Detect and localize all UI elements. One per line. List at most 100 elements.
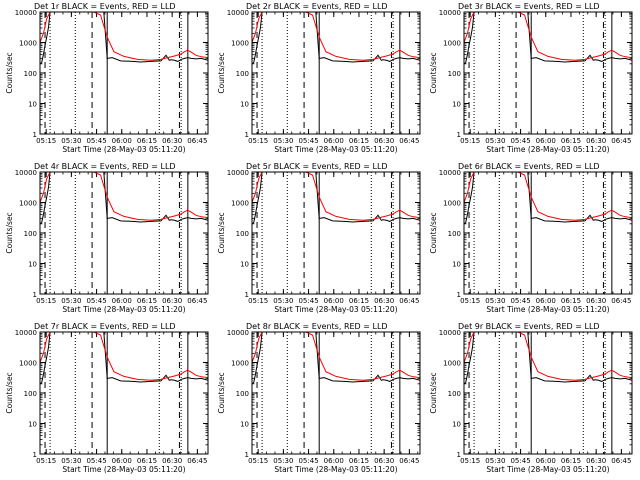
y-tick-label: 1	[457, 291, 461, 299]
panel-det-8r: Det 8r BLACK = Events, RED = LLD 1 10 100 10…	[217, 322, 421, 474]
x-tick-label: 06:30	[162, 297, 182, 305]
panel-title: Det 1r BLACK = Events, RED = LLD	[34, 2, 176, 11]
x-tick-label: 05:30	[61, 137, 81, 145]
x-tick-label: 06:30	[374, 297, 394, 305]
y-tick-label: 100	[236, 70, 249, 78]
x-tick-label: 05:15	[460, 297, 480, 305]
panel-title: Det 6r BLACK = Events, RED = LLD	[458, 162, 600, 171]
x-tick-label: 06:30	[586, 457, 606, 465]
panel-frame	[463, 331, 633, 455]
y-tick-label: 1	[245, 451, 249, 459]
lld-series-line	[40, 172, 208, 221]
x-tick-label: 05:30	[61, 457, 81, 465]
y-tick-label: 100	[448, 390, 461, 398]
y-tick-label: 1000	[19, 40, 37, 48]
y-tick-label: 10000	[439, 329, 461, 337]
x-tick-label: 06:00	[112, 457, 132, 465]
x-tick-label: 06:30	[586, 297, 606, 305]
panel-data	[464, 332, 632, 454]
y-tick-label: 10	[452, 101, 461, 109]
y-tick-label: 10000	[227, 329, 249, 337]
y-tick-label: 100	[236, 230, 249, 238]
y-tick-label: 1000	[19, 360, 37, 368]
events-series-line	[252, 172, 420, 225]
panel-frame	[251, 171, 421, 295]
lld-series-line	[252, 12, 420, 61]
panel-title: Det 7r BLACK = Events, RED = LLD	[34, 322, 176, 331]
y-tick-label: 1000	[231, 200, 249, 208]
y-tick-label: 10000	[227, 9, 249, 17]
events-series-line	[464, 172, 632, 225]
panel-frame	[251, 11, 421, 135]
y-tick-label: 10000	[15, 329, 37, 337]
x-tick-label: 06:00	[324, 457, 344, 465]
x-tick-label: 05:45	[510, 297, 530, 305]
y-tick-label: 10	[28, 101, 37, 109]
events-series-line	[464, 332, 632, 385]
y-tick-label: 10000	[227, 169, 249, 177]
x-tick-label: 06:15	[561, 137, 581, 145]
events-series-line	[464, 12, 632, 65]
x-tick-label: 05:45	[510, 457, 530, 465]
y-tick-label: 1000	[231, 40, 249, 48]
x-tick-label: 06:00	[536, 457, 556, 465]
y-tick-label: 1000	[19, 200, 37, 208]
panel-det-2r: Det 2r BLACK = Events, RED = LLD 1 10 100 10…	[217, 2, 421, 154]
y-tick-label: 1000	[443, 360, 461, 368]
panel-frame	[463, 11, 633, 135]
x-axis-label: Start Time (28-May-03 05:11:20)	[486, 465, 609, 474]
panel-title: Det 9r BLACK = Events, RED = LLD	[458, 322, 600, 331]
y-axis-label: Counts/sec	[5, 52, 14, 93]
x-tick-label: 05:45	[510, 137, 530, 145]
x-tick-label: 05:30	[485, 457, 505, 465]
x-tick-label: 05:15	[248, 297, 268, 305]
events-series-line	[40, 12, 208, 65]
x-axis-label: Start Time (28-May-03 05:11:20)	[274, 465, 397, 474]
y-tick-label: 1	[245, 131, 249, 139]
x-tick-label: 05:45	[298, 297, 318, 305]
lld-series-line	[464, 332, 632, 381]
x-tick-label: 06:30	[162, 457, 182, 465]
x-tick-label: 06:45	[187, 297, 207, 305]
x-axis-label: Start Time (28-May-03 05:11:20)	[62, 145, 185, 154]
panel-frame	[251, 331, 421, 455]
x-tick-label: 05:15	[460, 457, 480, 465]
x-tick-label: 06:15	[349, 297, 369, 305]
x-axis-label: Start Time (28-May-03 05:11:20)	[274, 305, 397, 314]
x-tick-label: 06:30	[162, 137, 182, 145]
events-series-line	[40, 172, 208, 225]
panel-det-5r: Det 5r BLACK = Events, RED = LLD 1 10 100 10…	[217, 162, 421, 314]
x-tick-label: 06:30	[586, 137, 606, 145]
y-axis-label: Counts/sec	[217, 372, 226, 413]
x-tick-label: 05:30	[273, 137, 293, 145]
x-tick-label: 06:45	[399, 297, 419, 305]
panel-frame	[39, 171, 209, 295]
y-tick-label: 1000	[443, 40, 461, 48]
x-tick-label: 05:15	[460, 137, 480, 145]
panel-title: Det 2r BLACK = Events, RED = LLD	[246, 2, 388, 11]
y-tick-label: 10000	[439, 169, 461, 177]
x-tick-label: 06:45	[187, 457, 207, 465]
x-tick-label: 05:15	[36, 137, 56, 145]
events-series-line	[252, 332, 420, 385]
x-axis-label: Start Time (28-May-03 05:11:20)	[274, 145, 397, 154]
x-tick-label: 05:30	[273, 297, 293, 305]
x-tick-label: 06:45	[399, 137, 419, 145]
y-tick-label: 1	[33, 291, 37, 299]
x-tick-label: 05:30	[61, 297, 81, 305]
x-tick-label: 06:00	[324, 137, 344, 145]
y-tick-label: 100	[24, 70, 37, 78]
panel-title: Det 8r BLACK = Events, RED = LLD	[246, 322, 388, 331]
y-tick-label: 10	[240, 261, 249, 269]
x-tick-label: 05:15	[248, 137, 268, 145]
x-tick-label: 06:00	[324, 297, 344, 305]
x-tick-label: 06:15	[349, 457, 369, 465]
y-tick-label: 10000	[15, 169, 37, 177]
panel-frame	[39, 11, 209, 135]
x-tick-label: 06:45	[611, 457, 631, 465]
y-axis-label: Counts/sec	[217, 212, 226, 253]
y-tick-label: 1	[33, 131, 37, 139]
x-tick-label: 05:45	[86, 137, 106, 145]
y-tick-label: 1000	[231, 360, 249, 368]
x-tick-label: 05:15	[248, 457, 268, 465]
